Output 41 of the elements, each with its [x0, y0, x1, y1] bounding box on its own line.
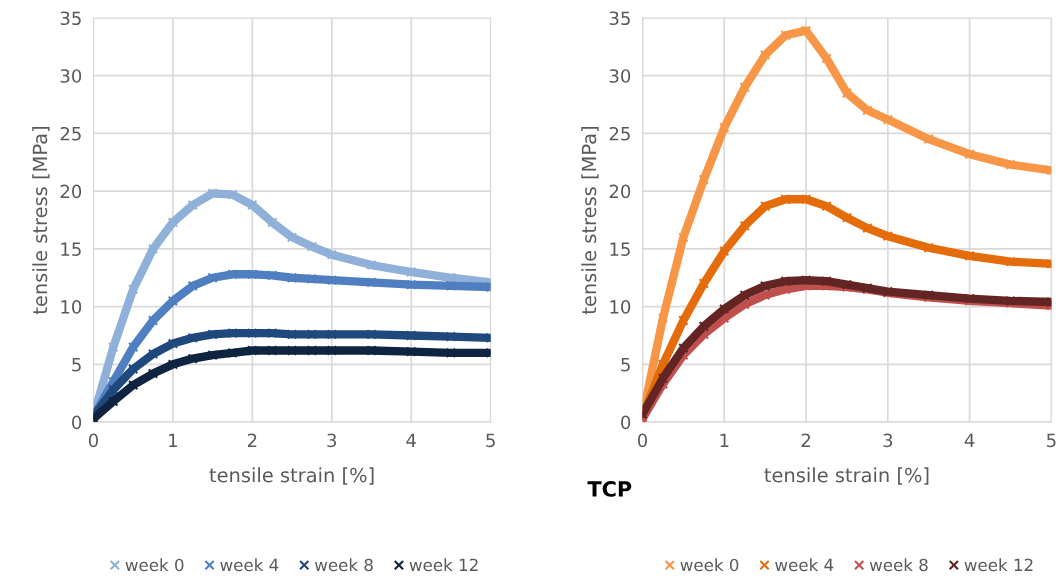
y-tick-label: 25 [60, 126, 81, 141]
y-axis-title: tensile stress [MPa] [32, 126, 50, 315]
y-tick-label: 15 [610, 242, 630, 256]
y-tick-label: 35 [60, 11, 81, 26]
legend-label: week 0 [680, 558, 739, 572]
x-tick-label: 0 [637, 433, 648, 448]
y-tick-label: 0 [621, 415, 631, 430]
x-tick-label: 2 [247, 433, 257, 447]
legend-label: week 4 [220, 558, 279, 572]
x-tick-label: 4 [964, 433, 975, 447]
x-tick-label: 3 [327, 433, 337, 448]
text: TCP [587, 481, 632, 497]
y-tick-label: 35 [609, 11, 630, 26]
y-tick-label: 5 [621, 358, 630, 372]
y-tick-label: 5 [72, 358, 81, 372]
y-tick-label: 30 [60, 69, 82, 83]
x-axis-title: tensile strain [%] [764, 467, 929, 485]
y-tick-label: 20 [609, 184, 631, 199]
y-axis-title: tensile stress [MPa] [581, 126, 599, 315]
legend-label: week 4 [775, 558, 834, 572]
x-tick-label: 0 [88, 433, 98, 448]
x-tick-label: 5 [486, 433, 495, 448]
x-tick-label: 2 [801, 433, 810, 447]
x-tick-label: 3 [883, 433, 893, 448]
y-tick-label: 0 [72, 415, 82, 430]
legend-label: week 8 [314, 558, 373, 572]
x-axis-title: tensile strain [%] [209, 467, 374, 485]
y-tick-label: 10 [61, 300, 82, 314]
x-tick-label: 1 [169, 433, 177, 447]
legend-label: week 12 [409, 558, 478, 572]
legend-label: week 8 [869, 558, 928, 572]
y-tick-label: 30 [609, 69, 631, 83]
legend-label: week 0 [125, 558, 184, 572]
y-tick-label: 25 [609, 126, 630, 141]
x-tick-label: 5 [1047, 433, 1056, 448]
y-tick-label: 15 [61, 242, 81, 256]
x-tick-label: 1 [720, 433, 729, 447]
legend-label: week 12 [964, 558, 1033, 572]
x-tick-label: 4 [406, 433, 416, 447]
y-tick-label: 20 [60, 184, 82, 199]
y-tick-label: 10 [610, 300, 631, 314]
